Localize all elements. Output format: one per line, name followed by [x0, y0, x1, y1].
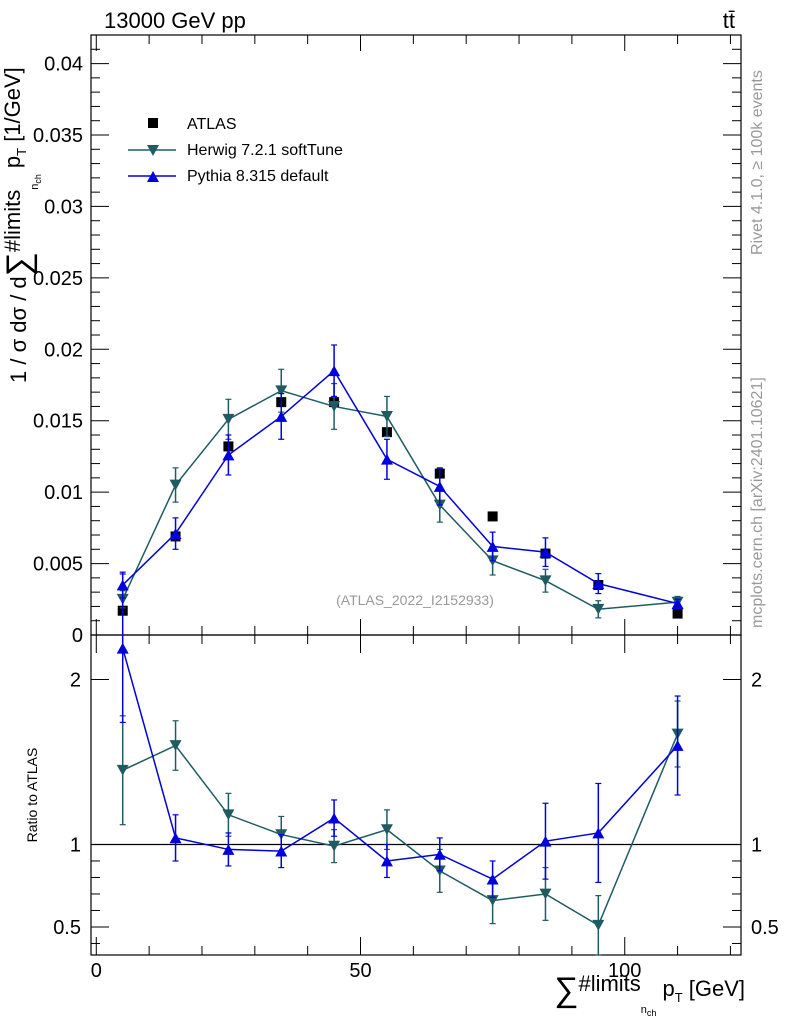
- data-point-pythia: [671, 740, 684, 751]
- data-point-pythia: [433, 848, 446, 860]
- data-point-herwig: [116, 764, 129, 776]
- data-point-herwig: [328, 401, 341, 412]
- main-series-layer: [116, 344, 684, 619]
- x-tick-label: 50: [349, 960, 371, 982]
- data-point-pythia: [275, 411, 288, 422]
- ratio-y-tick-label-right: 1: [751, 834, 762, 856]
- ratio-y-tick-label-right: 2: [751, 670, 762, 692]
- header-process-label: tt̄: [723, 8, 735, 33]
- legend-marker-atlas: [148, 118, 158, 128]
- data-point-pythia: [116, 642, 129, 654]
- ratio-y-tick-label-left: 1: [70, 834, 81, 856]
- data-point-pythia: [380, 453, 393, 465]
- data-point-pythia: [539, 546, 552, 558]
- analysis-watermark: (ATLAS_2022_I2152933): [336, 592, 494, 608]
- data-point-pythia: [222, 844, 235, 855]
- data-point-herwig: [380, 411, 393, 422]
- data-point-atlas: [672, 608, 683, 619]
- header-energy-label: 13000 GeV pp: [104, 8, 246, 33]
- x-axis-label: ∑#limitsnchpT [GeV]: [554, 971, 745, 1018]
- legend-label-pythia: Pythia 8.315 default: [187, 168, 329, 185]
- main-y-tick-label: 0.03: [44, 196, 83, 218]
- rivet-version-label: Rivet 4.1.0, ≥ 100k events: [749, 70, 766, 255]
- series-pythia: [116, 573, 684, 898]
- data-point-pythia: [328, 365, 341, 377]
- main-y-tick-label: 0.035: [33, 125, 83, 147]
- data-point-pythia: [380, 855, 393, 867]
- data-point-pythia: [328, 812, 341, 824]
- main-y-ticks: [91, 34, 741, 636]
- data-point-herwig: [592, 603, 605, 615]
- data-point-herwig: [275, 385, 288, 397]
- data-point-pythia: [486, 873, 499, 885]
- data-point-herwig: [592, 919, 605, 931]
- data-point-herwig: [539, 888, 552, 900]
- data-point-herwig: [539, 575, 552, 587]
- main-y-tick-label: 0.005: [33, 554, 83, 576]
- ratio-y-axis-label: Ratio to ATLAS: [24, 748, 40, 843]
- legend: ATLAS Herwig 7.2.1 softTune Pythia 8.315…: [128, 116, 343, 185]
- data-point-herwig: [222, 413, 235, 425]
- x-tick-label: 0: [91, 960, 102, 982]
- main-y-tick-label: 0.02: [44, 339, 83, 361]
- legend-label-atlas: ATLAS: [187, 116, 237, 133]
- main-y-tick-labels: 0 0.005 0.01 0.015 0.02 0.025 0.03 0.035 0.04: [33, 54, 83, 647]
- data-point-herwig: [328, 840, 341, 852]
- legend-label-herwig: Herwig 7.2.1 softTune: [187, 142, 343, 159]
- ratio-ticks: [91, 635, 741, 955]
- data-point-pythia: [671, 598, 684, 609]
- data-point-pythia: [592, 578, 605, 589]
- series-line-pythia: [122, 369, 678, 605]
- data-point-pythia: [275, 845, 288, 857]
- data-point-herwig: [380, 824, 393, 836]
- main-y-axis-label: 1 / σ dσ / d∑#limitsnchpT [1/GeV]: [0, 67, 43, 383]
- series-pythia: [116, 344, 684, 609]
- main-y-tick-label: 0.04: [44, 54, 83, 76]
- x-tick-label: 100: [608, 960, 641, 982]
- data-point-pythia: [169, 528, 182, 539]
- data-point-herwig: [169, 740, 182, 751]
- ratio-tick-labels: 0.5 0.5 1 1 2 2 0 50 100: [53, 670, 779, 982]
- main-y-tick-label: 0.025: [33, 268, 83, 290]
- main-y-tick-label: 0.015: [33, 411, 83, 433]
- data-point-pythia: [433, 481, 446, 492]
- series-line-herwig: [122, 389, 678, 611]
- data-point-pythia: [222, 449, 235, 461]
- main-y-tick-label: 0: [72, 625, 83, 647]
- data-point-pythia: [592, 827, 605, 839]
- mcplots-reference-label: mcplots.cern.ch [arXiv:2401.10621]: [749, 377, 766, 628]
- legend-marker-pythia: [147, 171, 159, 182]
- data-point-herwig: [169, 479, 182, 491]
- ratio-plot-frame: [90, 634, 742, 956]
- ratio-y-tick-label-right: 0.5: [751, 917, 779, 939]
- data-point-herwig: [222, 809, 235, 821]
- ratio-y-tick-label-left: 0.5: [53, 917, 81, 939]
- data-point-pythia: [539, 835, 552, 847]
- data-point-pythia: [486, 541, 499, 552]
- series-line-herwig: [122, 733, 679, 927]
- ratio-series-layer: [116, 573, 684, 956]
- data-point-pythia: [169, 832, 182, 844]
- main-y-tick-label: 0.01: [44, 482, 83, 504]
- ratio-y-tick-label-left: 2: [70, 670, 81, 692]
- legend-marker-herwig: [147, 145, 159, 156]
- data-point-atlas: [487, 511, 498, 522]
